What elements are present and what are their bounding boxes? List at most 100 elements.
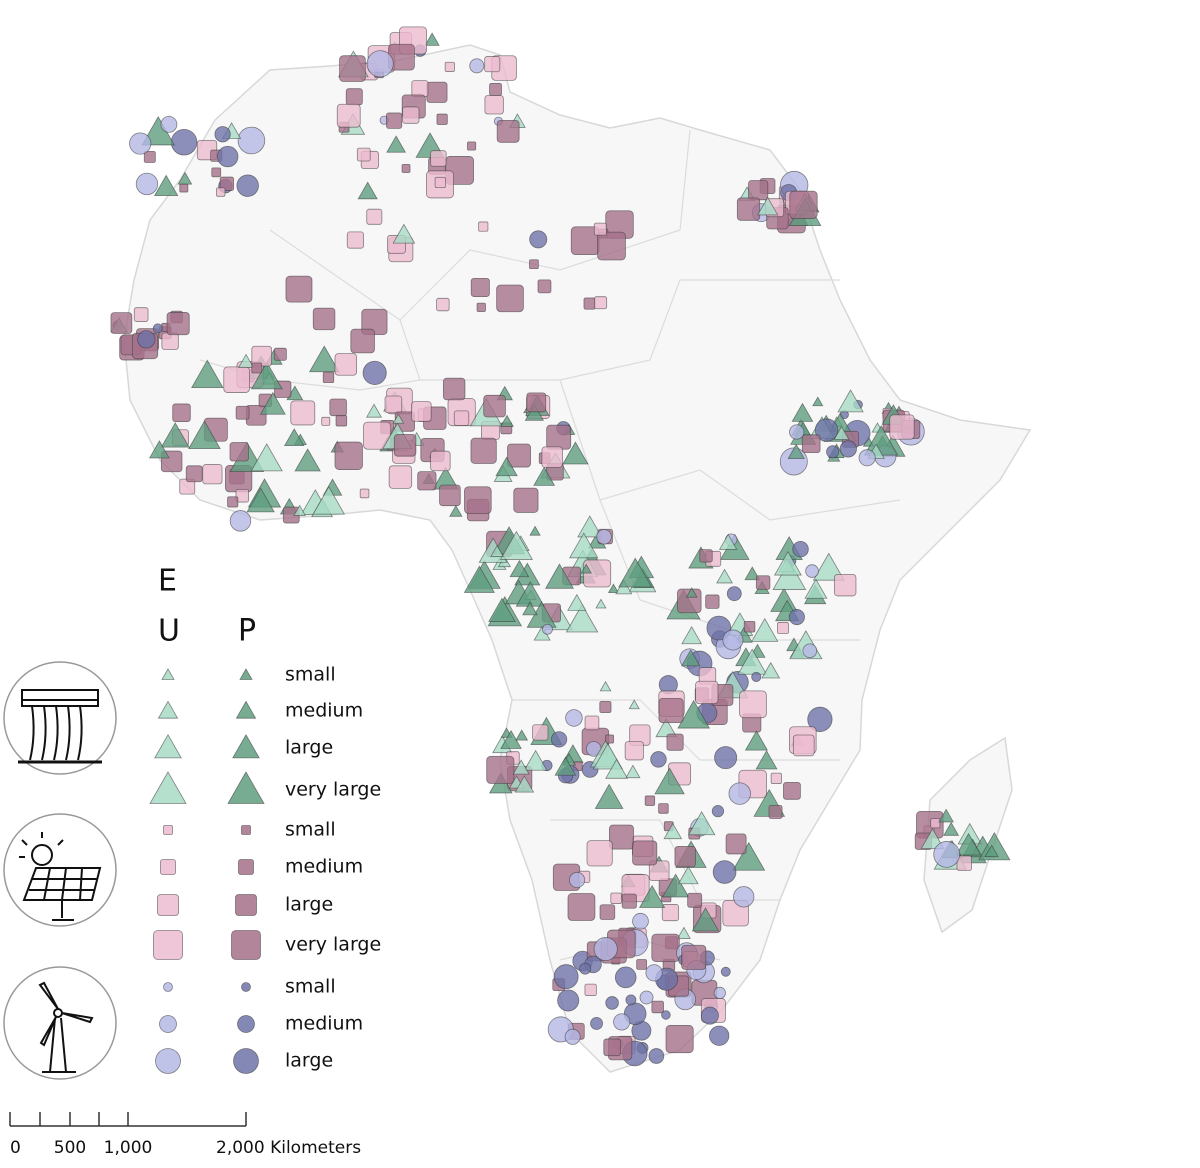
legend-header: E — [158, 564, 177, 599]
hydro-marker — [293, 504, 307, 516]
solar-marker — [439, 484, 461, 507]
wind-marker — [170, 128, 198, 156]
legend-label: large — [285, 1050, 333, 1072]
wind-marker — [529, 230, 548, 249]
solar-marker — [661, 904, 679, 922]
solar-marker — [513, 487, 539, 513]
solar-marker — [594, 296, 608, 310]
wind-marker — [650, 751, 667, 768]
solar-marker — [748, 180, 769, 201]
hydro-marker — [687, 810, 716, 836]
wind-marker — [726, 586, 742, 602]
solar-marker — [464, 486, 492, 514]
solar-marker — [621, 893, 637, 909]
solar-marker — [411, 401, 432, 422]
hydro-marker — [227, 771, 265, 804]
solar-marker — [583, 559, 612, 588]
legend-label: medium — [285, 1013, 363, 1035]
legend-label: small — [285, 819, 336, 841]
solar-marker — [609, 824, 634, 850]
solar-marker — [644, 795, 656, 806]
solar-marker — [651, 1000, 664, 1014]
hydro-marker — [562, 441, 589, 465]
solar-marker — [624, 741, 644, 761]
solar-marker — [157, 894, 179, 916]
solar-marker — [219, 176, 235, 191]
solar-marker — [478, 221, 489, 232]
solar-marker — [699, 549, 713, 563]
hydro-marker — [357, 181, 378, 200]
wind-marker — [163, 982, 173, 992]
hydro-marker — [294, 448, 321, 472]
hydro-marker — [567, 593, 587, 611]
scale-label: 2,000 Kilometers — [216, 1138, 361, 1158]
solar-marker — [160, 859, 176, 875]
solar-marker — [202, 464, 223, 485]
hydro-marker — [716, 568, 733, 584]
wind-marker — [712, 860, 737, 884]
solar-marker — [153, 930, 183, 960]
solar-marker — [889, 414, 915, 440]
solar-marker — [484, 56, 501, 73]
wind-marker — [541, 623, 553, 635]
solar-marker — [350, 328, 375, 354]
hydro-marker — [618, 557, 653, 588]
solar-marker — [321, 416, 331, 426]
wind-marker — [236, 174, 259, 197]
legend-label: small — [285, 664, 336, 686]
wind-marker — [579, 962, 592, 975]
solar-marker — [285, 275, 313, 303]
solar-marker — [163, 825, 173, 835]
hydro-marker — [239, 668, 253, 680]
wind-marker — [237, 1015, 255, 1033]
hydro-marker — [386, 135, 407, 153]
hydro-marker — [676, 926, 691, 939]
hydro-marker — [512, 759, 530, 775]
solar-marker — [312, 307, 336, 331]
hydro-marker — [628, 699, 640, 710]
wind-marker — [805, 564, 819, 578]
border — [269, 129, 691, 321]
hydro-marker — [599, 680, 612, 692]
solar-marker — [229, 442, 249, 462]
hydro-marker — [522, 601, 538, 616]
solar-marker — [476, 302, 486, 312]
solar-marker — [401, 164, 411, 173]
solar-marker — [227, 496, 239, 508]
solar-marker — [770, 772, 782, 784]
hydro-marker — [392, 223, 416, 244]
solar-marker — [384, 395, 403, 414]
wind-marker — [814, 418, 839, 442]
wind-marker — [720, 966, 731, 977]
hydro-marker — [154, 733, 182, 759]
solar-marker — [336, 103, 361, 128]
solar-marker — [346, 231, 364, 249]
hydro-marker — [250, 443, 283, 472]
solar-marker — [290, 400, 316, 426]
hydro-marker — [499, 530, 534, 560]
hydro-marker — [569, 532, 599, 559]
solar-marker — [436, 113, 448, 125]
hydro-marker — [654, 767, 685, 795]
solar-marker — [393, 434, 417, 457]
solar-icon — [19, 832, 102, 921]
solar-marker — [366, 208, 383, 225]
solar-marker — [133, 307, 149, 322]
hydro-marker — [638, 884, 666, 908]
wind-marker — [807, 706, 833, 732]
hydro-marker — [529, 525, 541, 536]
hydro-marker — [920, 828, 945, 850]
wind-icon-frame — [3, 966, 117, 1080]
wind-marker — [160, 115, 178, 133]
border — [399, 279, 840, 381]
solar-marker — [736, 197, 761, 221]
solar-marker — [434, 176, 446, 189]
solar-marker — [546, 424, 572, 450]
hydro-marker — [283, 428, 305, 447]
hydro-marker — [509, 559, 530, 578]
solar-marker — [470, 437, 497, 464]
hydro-marker — [943, 821, 960, 836]
wind-marker — [152, 323, 163, 334]
wind-marker — [839, 440, 857, 458]
